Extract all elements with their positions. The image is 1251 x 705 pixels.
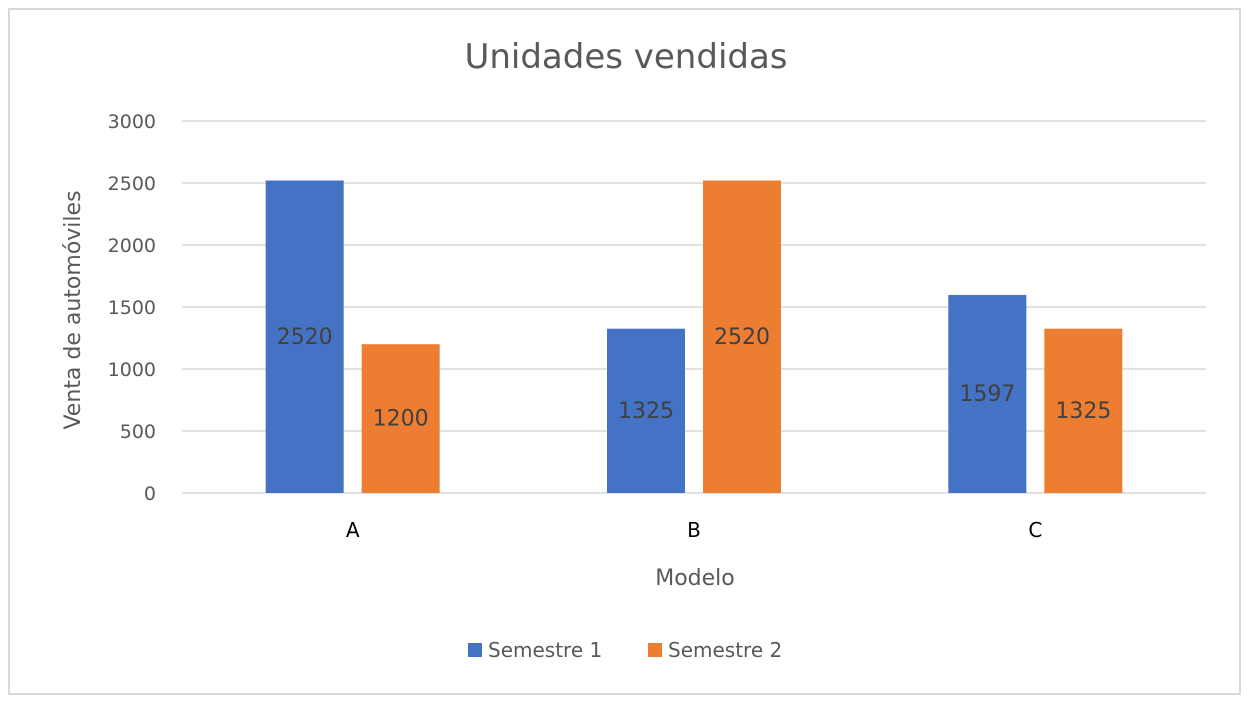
y-tick-label: 1000 <box>108 359 156 381</box>
data-label: 2520 <box>277 325 333 350</box>
legend-swatch <box>648 643 662 657</box>
y-tick-label: 500 <box>120 421 156 443</box>
data-labels: 2520 1200 1325 2520 1597 1325 <box>277 325 1112 432</box>
legend-swatch <box>468 643 482 657</box>
y-tick-label: 0 <box>144 483 156 505</box>
bar-c-series-2 <box>1044 328 1123 493</box>
y-tick-label: 2500 <box>108 173 156 195</box>
legend-label: Semestre 1 <box>488 638 602 662</box>
bars <box>265 180 1123 493</box>
y-tick-label: 2000 <box>108 235 156 257</box>
y-tick-label: 3000 <box>108 111 156 133</box>
x-tick-label: A <box>346 518 360 542</box>
chart-frame: 2520 1200 1325 2520 1597 1325 0 500 1000 1500 200… <box>8 8 1241 695</box>
legend: Semestre 1 Semestre 2 <box>468 638 782 662</box>
data-label: 1200 <box>373 407 429 432</box>
data-label: 2520 <box>714 325 770 350</box>
x-tick-label: B <box>687 518 701 542</box>
y-tick-label: 1500 <box>108 297 156 319</box>
bar-chart: 2520 1200 1325 2520 1597 1325 0 500 1000 1500 200… <box>61 37 1206 662</box>
x-axis-title: Modelo <box>655 566 735 591</box>
data-label: 1325 <box>618 399 674 424</box>
bar-b-series-1 <box>607 328 685 493</box>
data-label: 1597 <box>959 382 1015 407</box>
legend-label: Semestre 2 <box>668 638 782 662</box>
bar-a-series-1 <box>265 180 344 493</box>
x-tick-label: C <box>1028 518 1042 542</box>
gridlines <box>182 120 1206 494</box>
x-axis-ticks: A B C <box>346 518 1042 542</box>
bar-a-series-2 <box>361 344 440 493</box>
data-label: 1325 <box>1055 399 1111 424</box>
y-axis-title: Venta de automóviles <box>61 190 86 429</box>
bar-b-series-2 <box>703 180 781 493</box>
y-axis-ticks: 0 500 1000 1500 2000 2500 3000 <box>108 111 156 505</box>
chart-title: Unidades vendidas <box>464 37 787 77</box>
bar-c-series-1 <box>948 294 1027 493</box>
